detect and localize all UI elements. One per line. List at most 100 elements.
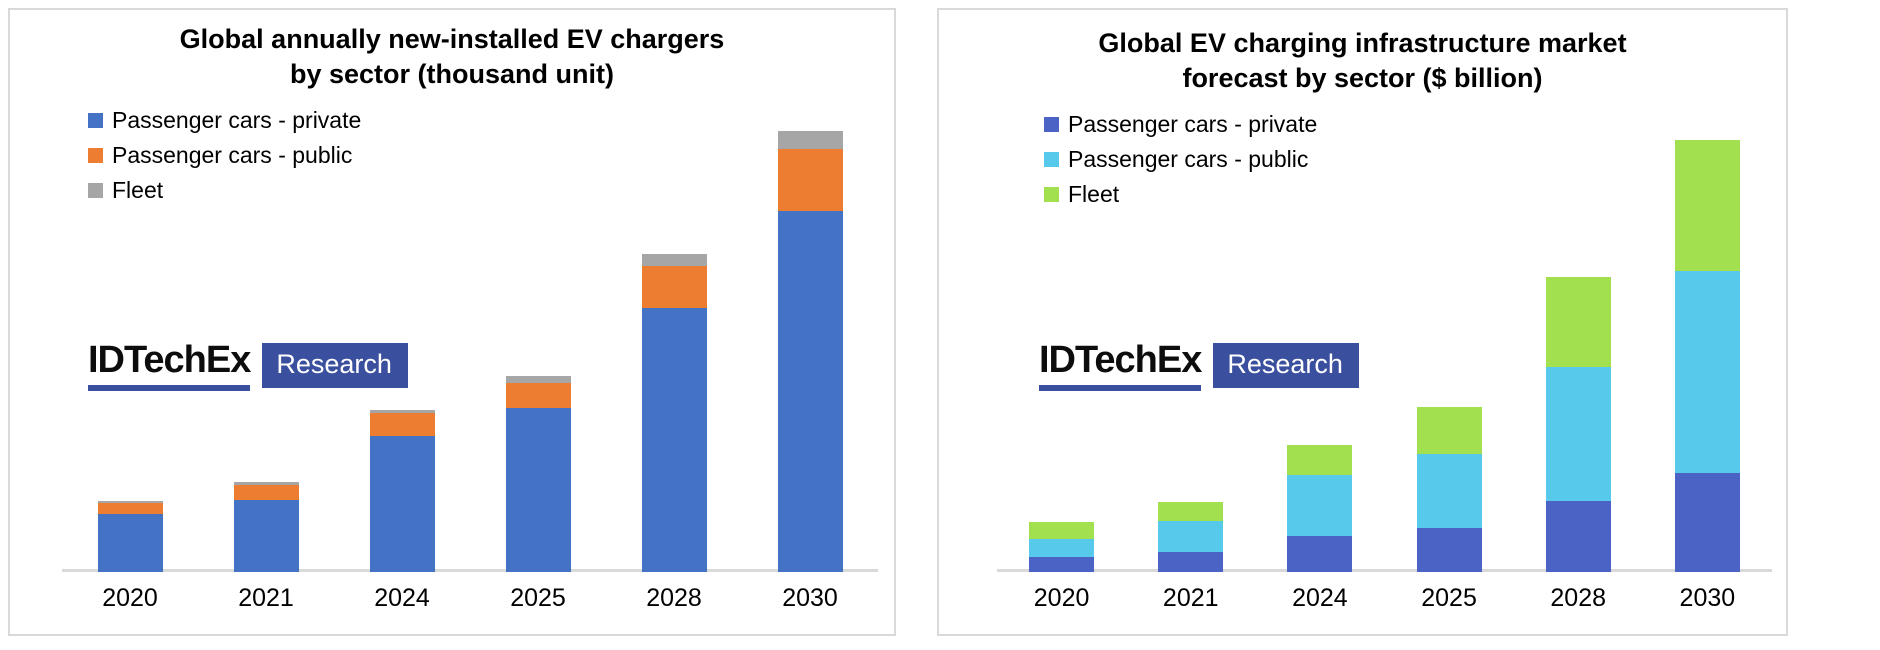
chart-title-line2: by sector (thousand unit) — [290, 59, 614, 89]
bar-group-2028: 2028 — [1545, 277, 1611, 612]
bar-group-2021: 2021 — [1158, 502, 1224, 612]
chart-panel-market-forecast: Global EV charging infrastructure market… — [937, 8, 1788, 636]
bar-segment-passenger-cars-public — [505, 383, 571, 408]
bar-segment-fleet — [1416, 407, 1482, 454]
bar-group-2030: 2030 — [1674, 140, 1740, 612]
bar-segment-passenger-cars-public — [1545, 367, 1611, 501]
legend-swatch-private — [88, 112, 103, 128]
x-axis-line — [997, 569, 1772, 572]
legend: Passenger cars - private Passenger cars … — [1044, 110, 1317, 215]
x-axis-label-2025: 2025 — [1421, 584, 1477, 612]
bar-segment-fleet — [777, 131, 843, 149]
bar-segment-passenger-cars-public — [777, 149, 843, 211]
chart-title: Global EV charging infrastructure market… — [939, 26, 1786, 96]
legend-swatch-public — [1044, 151, 1059, 167]
legend-item-public: Passenger cars - public — [88, 141, 361, 169]
legend-item-fleet: Fleet — [88, 176, 361, 204]
bar-group-2025: 2025 — [505, 376, 571, 612]
bar-segment-passenger-cars-public — [1287, 475, 1353, 536]
x-axis-label-2028: 2028 — [1550, 584, 1607, 612]
stacked-bar-2028 — [1545, 277, 1611, 572]
bar-segment-passenger-cars-private — [1029, 557, 1095, 572]
x-axis-label-2020: 2020 — [1033, 584, 1090, 612]
bar-segment-passenger-cars-private — [1416, 528, 1482, 572]
bar-segment-passenger-cars-private — [1674, 473, 1740, 572]
bar-segment-passenger-cars-public — [641, 266, 707, 308]
legend-label-public: Passenger cars - public — [112, 141, 353, 168]
x-axis-label-2021: 2021 — [1162, 584, 1219, 612]
idtechex-logo-research-badge: Research — [262, 343, 408, 388]
legend-label-private: Passenger cars - private — [1068, 110, 1318, 137]
bar-segment-passenger-cars-private — [1287, 536, 1353, 572]
bar-segment-fleet — [369, 410, 435, 413]
legend: Passenger cars - private Passenger cars … — [88, 106, 361, 211]
bar-group-2024: 2024 — [1287, 445, 1353, 612]
stacked-bar-2025 — [1416, 407, 1482, 572]
bar-group-2030: 2030 — [777, 131, 843, 612]
bar-group-2020: 2020 — [97, 501, 163, 612]
legend-swatch-fleet — [88, 182, 103, 198]
legend-swatch-fleet — [1044, 186, 1059, 202]
stacked-bar-2030 — [777, 131, 843, 572]
chart-title: Global annually new-installed EV charger… — [10, 22, 894, 92]
legend-item-private: Passenger cars - private — [1044, 110, 1317, 138]
plot-area: 2020 2021 2024 2025 2028 2030 — [997, 122, 1772, 612]
stacked-bar-2020 — [97, 501, 163, 572]
stacked-bar-2024 — [369, 410, 435, 572]
idtechex-logo: IDTechEx Research — [88, 340, 408, 391]
bar-group-2021: 2021 — [233, 482, 299, 612]
x-axis-label-2025: 2025 — [510, 584, 566, 612]
chart-title-line2: forecast by sector ($ billion) — [1182, 63, 1543, 93]
bar-segment-fleet — [1287, 445, 1353, 475]
legend-swatch-public — [88, 147, 103, 163]
idtechex-logo: IDTechEx Research — [1039, 340, 1359, 391]
bar-segment-fleet — [1158, 502, 1224, 521]
bar-segment-passenger-cars-public — [1416, 454, 1482, 528]
bar-segment-passenger-cars-public — [233, 485, 299, 500]
bar-segment-passenger-cars-public — [1029, 539, 1095, 557]
x-axis-label-2021: 2021 — [238, 584, 294, 612]
stacked-bar-2021 — [1158, 502, 1224, 572]
bar-segment-passenger-cars-private — [641, 308, 707, 572]
bar-segment-fleet — [97, 501, 163, 503]
x-axis-label-2020: 2020 — [102, 584, 158, 612]
legend-label-fleet: Fleet — [112, 176, 164, 203]
idtechex-logo-brand: IDTechEx — [1039, 340, 1202, 391]
bar-segment-fleet — [233, 482, 299, 485]
stacked-bar-2020 — [1029, 522, 1095, 572]
chart-title-line1: Global EV charging infrastructure market — [1098, 28, 1627, 58]
legend-item-private: Passenger cars - private — [88, 106, 361, 134]
bar-segment-passenger-cars-public — [1674, 271, 1740, 473]
stacked-bar-2021 — [233, 482, 299, 572]
bar-group-2020: 2020 — [1029, 522, 1095, 612]
bar-segment-passenger-cars-public — [1158, 521, 1224, 552]
x-axis-label-2030: 2030 — [1679, 584, 1736, 612]
bar-group-2025: 2025 — [1416, 407, 1482, 612]
legend-swatch-private — [1044, 116, 1059, 132]
legend-item-public: Passenger cars - public — [1044, 145, 1317, 173]
bar-segment-passenger-cars-private — [97, 514, 163, 572]
legend-item-fleet: Fleet — [1044, 180, 1317, 208]
bar-group-2024: 2024 — [369, 410, 435, 612]
bar-segment-passenger-cars-private — [233, 500, 299, 572]
idtechex-logo-brand: IDTechEx — [88, 340, 251, 391]
bar-segment-fleet — [1029, 522, 1095, 539]
chart-panel-installed-chargers: Global annually new-installed EV charger… — [8, 8, 896, 636]
bar-segment-fleet — [641, 254, 707, 266]
bar-segment-passenger-cars-private — [777, 211, 843, 572]
bar-segment-fleet — [505, 376, 571, 383]
idtechex-logo-research-badge: Research — [1213, 343, 1359, 388]
stacked-bar-2025 — [505, 376, 571, 572]
plot-area: 2020 2021 2024 2025 2028 2030 — [62, 122, 878, 612]
x-axis-label-2024: 2024 — [374, 584, 430, 612]
legend-label-public: Passenger cars - public — [1068, 145, 1309, 172]
x-axis-label-2028: 2028 — [646, 584, 702, 612]
stacked-bar-2030 — [1674, 140, 1740, 572]
stacked-bar-2024 — [1287, 445, 1353, 572]
bar-segment-fleet — [1674, 140, 1740, 271]
bar-group-2028: 2028 — [641, 254, 707, 612]
legend-label-private: Passenger cars - private — [112, 106, 362, 133]
legend-label-fleet: Fleet — [1068, 180, 1120, 207]
stacked-bar-2028 — [641, 254, 707, 572]
bar-segment-passenger-cars-public — [369, 413, 435, 436]
